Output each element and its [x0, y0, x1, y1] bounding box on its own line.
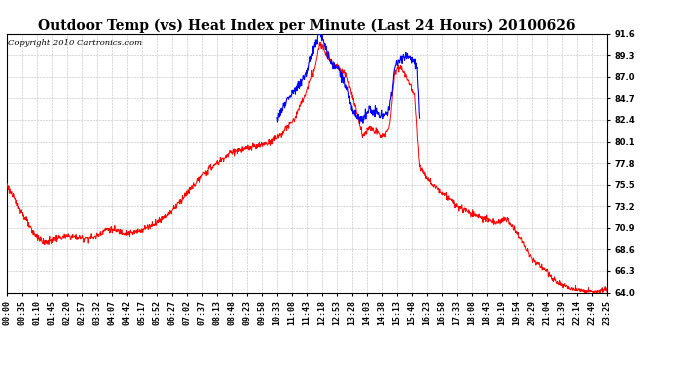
Text: Copyright 2010 Cartronics.com: Copyright 2010 Cartronics.com [8, 39, 142, 47]
Title: Outdoor Temp (vs) Heat Index per Minute (Last 24 Hours) 20100626: Outdoor Temp (vs) Heat Index per Minute … [39, 18, 575, 33]
